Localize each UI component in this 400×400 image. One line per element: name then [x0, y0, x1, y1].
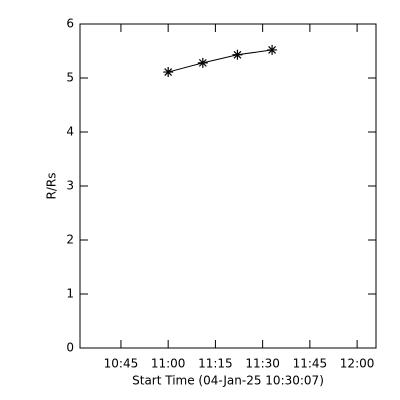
x-tick-label: 11:45: [293, 357, 328, 371]
marker: [232, 49, 243, 60]
series-line: [168, 49, 273, 73]
x-tick-label: 12:00: [340, 357, 375, 371]
x-tick-label: 10:45: [104, 357, 139, 371]
marker: [163, 67, 174, 78]
x-tick-label: 11:15: [198, 357, 233, 371]
marker: [267, 44, 278, 55]
y-tick-label: 4: [66, 125, 74, 139]
y-axis-label: R/Rs: [45, 173, 59, 200]
x-tick-label: 11:30: [245, 357, 280, 371]
y-tick-label: 6: [66, 17, 74, 31]
x-axis-label: Start Time (04-Jan-25 10:30:07): [132, 374, 324, 388]
marker: [197, 57, 208, 68]
y-tick-label: 0: [66, 341, 74, 355]
y-tick-label: 5: [66, 71, 74, 85]
y-tick-label: 1: [66, 287, 74, 301]
y-tick-label: 2: [66, 233, 74, 247]
y-tick-label: 3: [66, 179, 74, 193]
x-tick-label: 11:00: [151, 357, 186, 371]
